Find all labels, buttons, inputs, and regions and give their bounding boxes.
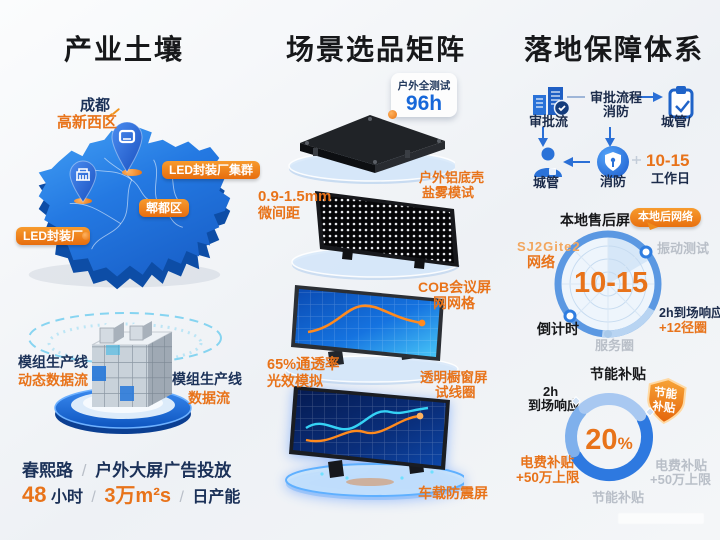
flow-label-xiaofang: 消防 <box>600 174 627 189</box>
radar-center-value: 10-15 <box>574 267 649 299</box>
flow-days-value: 10-15 <box>646 151 690 170</box>
flow-label-process-2: 消防 <box>603 104 630 119</box>
donut-heading: 节能补贴 <box>590 366 646 382</box>
stream-label: 动态数据流 <box>18 372 88 388</box>
conference-screen <box>285 285 459 385</box>
donut-response-label: 到场响应 <box>528 398 581 413</box>
radar-heading: 本地售后屏 <box>560 212 630 228</box>
stat-separator: / <box>91 489 96 506</box>
cube-stack <box>91 321 173 407</box>
stream-label: 模组生产线 <box>18 354 88 370</box>
donut-response-hours: 2h <box>543 384 559 399</box>
label-window-2: 试线圈 <box>435 385 476 400</box>
factory-pin-icon <box>69 160 97 203</box>
radar-label-response: 2h到场响应 <box>659 306 720 320</box>
donut-label-right-2: +50万上限 <box>650 472 712 487</box>
radar-chart <box>554 230 662 338</box>
stats-row-1: 春熙路 / 户外大屏广告投放 <box>22 461 231 481</box>
callout-label: 户外全测试 <box>397 80 451 92</box>
right-column-title: 落地保障体系 <box>524 34 705 65</box>
radar-label-network: 网络 <box>527 254 555 270</box>
label-pitch: 0.9-1.5mm <box>258 188 332 205</box>
flow-label-approval: 审批流 <box>529 114 569 129</box>
stat-place: 春熙路 <box>22 461 73 480</box>
radar-label-radius: +12径圈 <box>659 320 708 335</box>
radar-label-countdown: 倒计时 <box>537 321 579 337</box>
stat-capacity: 日产能 <box>192 489 241 506</box>
label-cob-2: 网网格 <box>433 295 475 311</box>
middle-column-title: 场景选品矩阵 <box>286 34 467 65</box>
donut-unit: % <box>617 434 633 453</box>
stream-label: 模组生产线 <box>172 371 242 387</box>
donut-label-bottom: 节能补贴 <box>592 490 645 505</box>
stat-hours-unit: 小时 <box>50 489 83 506</box>
map-label-city: 成都 <box>80 97 111 114</box>
label-pitch-2: 微间距 <box>258 205 300 221</box>
pin-base-dot <box>122 169 142 176</box>
test-callout-card: 户外全测试 96h <box>391 73 457 117</box>
label-transmittance: 65%通透率 <box>267 357 340 373</box>
person-icon <box>534 147 562 177</box>
map-pill-pidu: 郫都区 <box>139 199 190 217</box>
map-label-district: 高新西区 <box>57 114 118 131</box>
vehicle-screen <box>285 386 464 500</box>
radar-label-coverage: 服务圈 <box>595 338 635 353</box>
subsidy-shield-badge <box>647 378 687 425</box>
stat-separator: / <box>179 489 184 506</box>
label-transmittance-2: 光效模拟 <box>267 373 323 389</box>
location-pin-icon <box>111 121 143 173</box>
donut-chart <box>563 393 655 481</box>
flow-label-chengguan: 城管 <box>533 175 560 190</box>
donut-label-right-1: 电费补贴 <box>655 458 708 473</box>
flow-label-process: 审批流程 <box>590 90 643 105</box>
label-cob: COB会议屏 <box>418 279 492 295</box>
map-pill-factory: LED封装厂 <box>16 227 91 245</box>
stat-separator: / <box>81 461 87 480</box>
stat-area: 3万m²s <box>104 485 172 507</box>
donut-label-left-1: 电费补贴 <box>520 455 574 470</box>
donut-center-value: 20% <box>583 423 635 458</box>
flow-label-chengguan-slash: 城管/ <box>661 114 691 129</box>
stats-row-2: 48 小时 / 3万m²s / 日产能 <box>22 482 240 508</box>
donut-value: 20 <box>585 424 618 456</box>
led-matrix-screen <box>291 191 460 280</box>
stat-hours-value: 48 <box>22 482 47 507</box>
label-window: 透明橱窗屏 <box>420 370 488 385</box>
factory-dot <box>82 232 90 240</box>
stat-campaign: 户外大屏广告投放 <box>95 461 232 480</box>
flow-connectors <box>538 92 663 167</box>
building-icon <box>533 87 571 117</box>
radar-badge: 本地后网络 <box>630 208 701 227</box>
callout-value: 96h <box>405 92 443 115</box>
flow-days-unit: 工作日 <box>651 171 691 186</box>
module-cube-pedestal <box>28 312 222 434</box>
fire-shield-icon <box>597 146 629 178</box>
outdoor-panel-screen <box>288 115 455 184</box>
stream-label: 数据流 <box>188 390 230 406</box>
callout-dot <box>388 110 397 119</box>
radar-label-vibration: 振动测试 <box>657 241 710 256</box>
shield-line-2: 补贴 <box>651 400 676 416</box>
watermark <box>618 513 704 524</box>
label-outdoor-2: 盐雾模试 <box>422 185 475 200</box>
left-column-title: 产业土壤 <box>64 34 185 65</box>
map-pill-cluster: LED封装厂集群 <box>162 161 261 179</box>
shield-badge-text: 节能 补贴 <box>651 387 678 417</box>
clipboard-icon <box>668 86 694 119</box>
label-outdoor: 户外铝底壳 <box>419 170 485 185</box>
label-vehicle: 车载防震屏 <box>418 485 488 501</box>
radar-label-network-garbled: SJ2Gite2 <box>517 239 581 254</box>
donut-label-left-2: +50万上限 <box>516 470 580 485</box>
